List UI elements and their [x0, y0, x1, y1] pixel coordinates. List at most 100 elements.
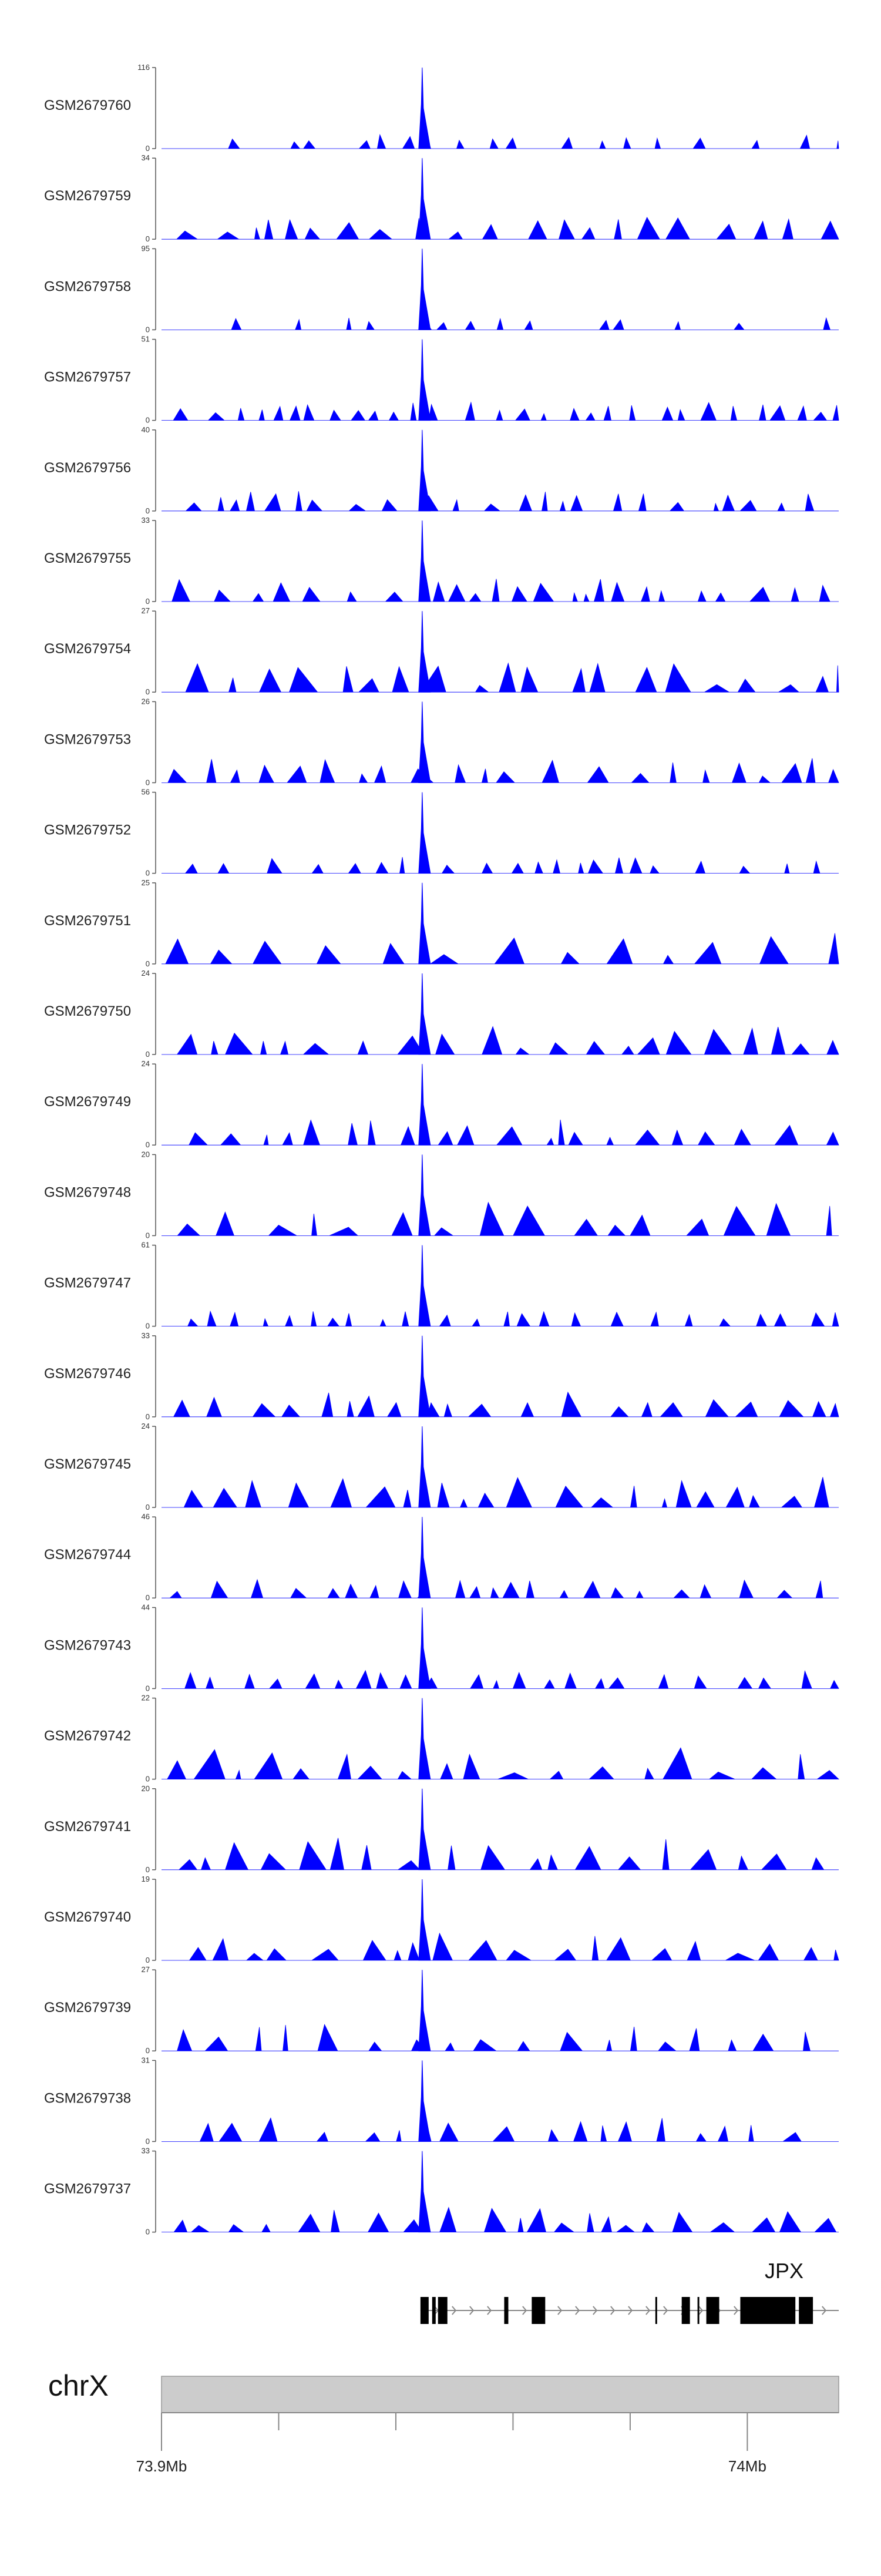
track-gsm2679756: GSM2679756 40 0 [44, 425, 839, 515]
coverage-peak [418, 1517, 431, 1598]
track-gsm2679749: GSM2679749 24 0 [44, 1059, 839, 1149]
coverage-peak [418, 973, 431, 1055]
track-label: GSM2679748 [44, 1184, 131, 1200]
track-gsm2679746: GSM2679746 33 0 [44, 1331, 839, 1421]
coverage-peak [418, 1607, 431, 1689]
track-gsm2679753: GSM2679753 26 0 [44, 697, 839, 787]
coverage-peak [418, 611, 431, 693]
coverage-area [162, 1026, 839, 1055]
exon [706, 2297, 719, 2324]
y-tick-label-zero: 0 [146, 1412, 150, 1421]
track-label: GSM2679741 [44, 1819, 131, 1835]
y-tick-label-max: 24 [142, 1422, 150, 1430]
coverage-peak [418, 1335, 431, 1418]
track-label: GSM2679759 [44, 188, 131, 204]
track-gsm2679759: GSM2679759 34 0 [44, 153, 839, 243]
coverage-area [162, 933, 839, 965]
y-tick-label-max: 33 [142, 1331, 150, 1340]
y-tick-label-zero: 0 [146, 1865, 150, 1874]
y-tick-label-zero: 0 [146, 1684, 150, 1692]
coverage-area [162, 1310, 839, 1326]
track-gsm2679757: GSM2679757 51 0 [44, 335, 839, 425]
coverage-area [162, 1578, 839, 1598]
exon [697, 2297, 700, 2324]
y-tick-label-zero: 0 [146, 1231, 150, 1240]
coverage-area [162, 2117, 839, 2142]
track-label: GSM2679739 [44, 2000, 131, 2016]
coverage-peak [418, 339, 431, 421]
y-tick-label-max: 20 [142, 1784, 150, 1793]
y-tick-label-max: 20 [142, 1150, 150, 1158]
y-tick-label-max: 33 [142, 2147, 150, 2155]
coverage-peak [418, 67, 431, 149]
track-gsm2679754: GSM2679754 27 0 [44, 606, 839, 696]
coverage-area [162, 662, 839, 693]
track-label: GSM2679754 [44, 641, 131, 657]
coverage-peak [418, 158, 431, 240]
y-tick-label-max: 44 [142, 1603, 150, 1611]
y-tick-label-zero: 0 [146, 416, 150, 425]
y-tick-label-max: 40 [142, 425, 150, 434]
strand-arrow [663, 2306, 668, 2315]
coordinate-label: 73.9Mb [136, 2457, 187, 2475]
strand-arrow [610, 2306, 616, 2315]
y-tick-label-zero: 0 [146, 597, 150, 606]
track-label: GSM2679737 [44, 2181, 131, 2197]
y-tick-label-max: 56 [142, 788, 150, 797]
coordinate-label: 74Mb [728, 2457, 766, 2475]
track-gsm2679744: GSM2679744 46 0 [44, 1512, 839, 1602]
track-label: GSM2679745 [44, 1456, 131, 1472]
y-tick-label-max: 116 [137, 63, 150, 72]
y-tick-label-zero: 0 [146, 1503, 150, 1512]
y-tick-label-zero: 0 [146, 325, 150, 334]
coverage-area [162, 1747, 840, 1779]
y-tick-label-zero: 0 [146, 1775, 150, 1784]
track-gsm2679738: GSM2679738 31 0 [44, 2056, 839, 2145]
coverage-peak [418, 1426, 431, 1508]
track-label: GSM2679755 [44, 550, 131, 566]
strand-arrow [734, 2306, 739, 2315]
y-tick-label-zero: 0 [146, 144, 150, 153]
track-gsm2679740: GSM2679740 19 0 [44, 1875, 839, 1964]
coverage-area [162, 579, 839, 602]
y-tick-label-zero: 0 [146, 778, 150, 787]
coverage-area [162, 1119, 839, 1146]
track-label: GSM2679746 [44, 1366, 131, 1382]
chromosome-label: chrX [48, 2369, 109, 2402]
y-tick-label-zero: 0 [146, 1593, 150, 1602]
coverage-area [162, 133, 839, 149]
track-label: GSM2679749 [44, 1094, 131, 1110]
track-label: GSM2679750 [44, 1003, 131, 1019]
y-tick-label-max: 46 [142, 1512, 150, 1521]
coverage-peak [418, 429, 431, 512]
y-tick-label-zero: 0 [146, 1050, 150, 1059]
y-tick-label-zero: 0 [146, 959, 150, 968]
strand-arrow [593, 2306, 598, 2315]
exon [740, 2297, 796, 2324]
y-tick-label-max: 22 [142, 1694, 150, 1702]
strand-arrow [645, 2306, 651, 2315]
coverage-peak [418, 1970, 431, 2051]
coverage-peak [418, 2151, 431, 2233]
exon [432, 2297, 436, 2324]
coverage-area [162, 1838, 839, 1870]
track-gsm2679743: GSM2679743 44 0 [44, 1603, 839, 1692]
y-tick-label-max: 31 [142, 2056, 150, 2064]
exon [532, 2297, 546, 2324]
y-tick-label-max: 26 [142, 697, 150, 706]
coverage-area [162, 217, 839, 240]
track-gsm2679741: GSM2679741 20 0 [44, 1784, 839, 1874]
track-gsm2679758: GSM2679758 95 0 [44, 244, 839, 334]
coverage-peak [418, 1788, 431, 1870]
exon [504, 2297, 509, 2324]
strand-arrow [452, 2306, 457, 2315]
y-tick-label-max: 33 [142, 516, 150, 525]
track-gsm2679745: GSM2679745 24 0 [44, 1422, 839, 1512]
coverage-peak [418, 1879, 431, 1961]
y-tick-label-max: 61 [142, 1241, 150, 1250]
y-tick-label-zero: 0 [146, 234, 150, 243]
track-gsm2679737: GSM2679737 33 0 [44, 2147, 839, 2236]
coverage-area [162, 2024, 839, 2051]
y-tick-label-zero: 0 [146, 1140, 150, 1149]
